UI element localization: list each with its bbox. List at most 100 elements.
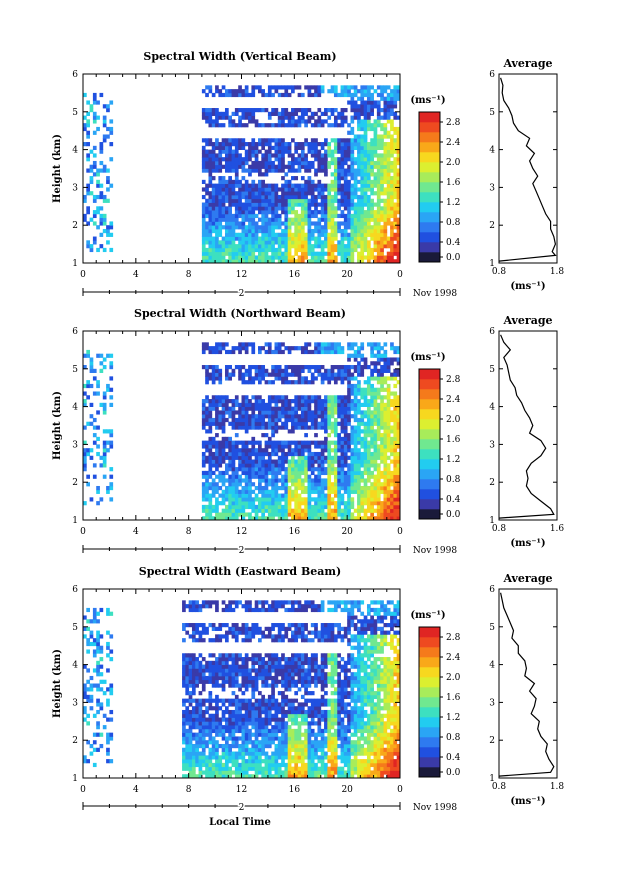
heatmap-cell: [215, 240, 219, 245]
heatmap-cell: [353, 228, 358, 234]
heatmap-cell: [314, 210, 318, 215]
heatmap-cell: [347, 172, 351, 177]
heatmap-cell: [314, 425, 318, 430]
heatmap-cell: [86, 626, 90, 631]
heatmap-cell: [271, 202, 275, 207]
heatmap-cell: [327, 372, 332, 377]
heatmap-cell: [390, 168, 394, 173]
heatmap-cell: [350, 365, 355, 370]
heatmap-cell: [340, 376, 345, 381]
heatmap-cell: [353, 406, 358, 411]
heatmap-cell: [231, 179, 236, 185]
colorbar-segment: [419, 242, 440, 253]
heatmap-cell: [258, 372, 262, 377]
heatmap-cell: [373, 145, 378, 150]
heatmap-cell: [376, 179, 381, 185]
heatmap-cell: [241, 244, 246, 249]
heatmap-cell: [281, 349, 285, 355]
heatmap-cell: [380, 357, 384, 362]
heatmap-cell: [357, 157, 361, 162]
heatmap-cell: [201, 160, 206, 166]
heatmap-cell: [102, 115, 107, 120]
heatmap-cell: [86, 100, 90, 105]
heatmap-cell: [89, 634, 94, 639]
heatmap-cell: [96, 645, 100, 650]
heatmap-cell: [248, 221, 252, 226]
heatmap-cell: [307, 425, 312, 430]
profile-y-tick-label: 2: [489, 221, 495, 231]
heatmap-cell: [254, 421, 259, 426]
heatmap-cell: [267, 247, 272, 253]
heatmap-cell: [251, 342, 256, 347]
heatmap-cell: [228, 508, 232, 513]
heatmap-cell: [271, 153, 275, 158]
profile-frame: [498, 73, 558, 264]
heatmap-cell: [317, 89, 322, 94]
heatmap-cell: [228, 436, 232, 442]
heatmap-cell: [86, 380, 90, 385]
heatmap-cell: [102, 440, 107, 445]
heatmap-cell: [330, 508, 335, 513]
heatmap-cell: [347, 512, 351, 517]
heatmap-cell: [248, 153, 252, 158]
heatmap-cell: [300, 380, 305, 385]
heatmap-cell: [320, 198, 325, 203]
heatmap-cell: [201, 440, 206, 445]
heatmap-cell: [366, 255, 371, 260]
heatmap-cell: [337, 399, 341, 404]
heatmap-cell: [201, 755, 206, 760]
heatmap-cell: [347, 187, 351, 192]
heatmap-cell: [195, 732, 199, 737]
heatmap-cell: [310, 380, 315, 385]
heatmap-cell: [274, 164, 279, 169]
heatmap-cell: [211, 198, 216, 203]
heatmap-cell: [373, 134, 378, 139]
heatmap-cell: [228, 240, 232, 245]
heatmap-cell: [211, 236, 216, 241]
heatmap-cell: [201, 406, 206, 411]
heatmap-cell: [267, 187, 272, 192]
heatmap-cell: [363, 357, 368, 362]
heatmap-cell: [370, 361, 374, 366]
heatmap-cell: [224, 115, 229, 120]
heatmap-cell: [102, 429, 107, 434]
heatmap-cell: [393, 425, 398, 430]
heatmap-cell: [396, 421, 400, 426]
heatmap-cell: [102, 198, 107, 203]
heatmap-cell: [96, 436, 100, 442]
heatmap-cell: [215, 153, 219, 158]
heatmap-cell: [218, 455, 223, 460]
heatmap-cell: [215, 444, 219, 449]
heatmap-cell: [218, 346, 223, 351]
heatmap-cell: [396, 504, 400, 510]
day-number: 2: [239, 289, 245, 299]
heatmap-cell: [320, 508, 325, 513]
heatmap-cell: [330, 402, 335, 407]
heatmap-cell: [327, 342, 332, 347]
heatmap-cell: [89, 706, 94, 711]
heatmap-cell: [300, 376, 305, 381]
colorbar-tick-label: 0.4: [446, 495, 461, 505]
heatmap-cell: [264, 504, 269, 510]
heatmap-cell: [231, 512, 236, 517]
heatmap-cell: [218, 512, 223, 517]
heatmap-cell: [244, 202, 249, 207]
heatmap-cell: [234, 157, 239, 162]
heatmap-cell: [264, 440, 269, 445]
heatmap-cell: [363, 176, 368, 181]
heatmap-cell: [261, 123, 266, 128]
heatmap-cell: [205, 206, 209, 211]
heatmap-cell: [324, 444, 328, 449]
heatmap-cell: [271, 349, 275, 355]
heatmap-cell: [376, 232, 381, 237]
heatmap-cell: [99, 402, 104, 407]
heatmap-cell: [92, 653, 97, 658]
heatmap-cell: [347, 251, 351, 256]
heatmap-cell: [277, 259, 282, 263]
heatmap-cell: [376, 387, 381, 392]
heatmap-cell: [92, 747, 97, 752]
heatmap-cell: [96, 126, 100, 132]
heatmap-cell: [294, 346, 299, 351]
heatmap-cell: [89, 368, 94, 373]
heatmap-cell: [353, 92, 358, 98]
